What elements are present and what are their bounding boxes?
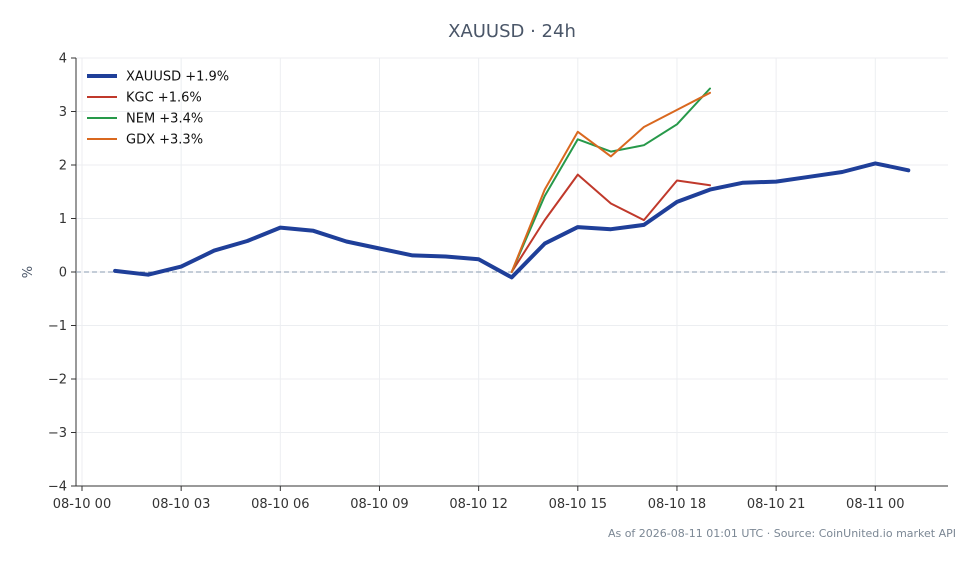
legend: XAUUSD +1.9% KGC +1.6% NEM +3.4% GDX +3.3% — [87, 70, 229, 148]
y-tick-label: 0 — [59, 266, 67, 281]
source-footer: As of 2026-08-11 01:01 UTC · Source: Coi… — [607, 527, 956, 540]
x-tick-label: 08-10 18 — [648, 497, 706, 512]
x-tick-label: 08-11 00 — [846, 497, 904, 512]
x-tick-label: 08-10 03 — [152, 497, 210, 512]
x-tick-label: 08-10 21 — [747, 497, 805, 512]
y-tick-label: 4 — [59, 52, 67, 67]
series-lines — [113, 87, 911, 280]
series-line-xauusd — [113, 161, 911, 280]
series-line-nem — [510, 87, 711, 273]
y-tick-label: −1 — [48, 319, 67, 334]
y-tick-label: 3 — [59, 105, 67, 120]
y-axis-label: % — [21, 266, 36, 278]
y-tick-label: −4 — [48, 480, 67, 495]
series-line-kgc — [510, 173, 711, 273]
legend-label: NEM +3.4% — [126, 112, 203, 127]
series-line-gdx — [510, 91, 711, 273]
x-tick-label: 08-10 00 — [53, 497, 111, 512]
x-tick-label: 08-10 06 — [251, 497, 309, 512]
legend-label: KGC +1.6% — [126, 91, 202, 106]
y-tick-label: 1 — [59, 212, 67, 227]
y-ticks: 4 3 2 1 0 −1 −2 −3 −4 — [48, 52, 76, 495]
x-ticks: 08-10 00 08-10 03 08-10 06 08-10 09 08-10 12… — [53, 486, 905, 512]
legend-label: GDX +3.3% — [126, 133, 203, 148]
y-tick-label: −2 — [48, 373, 67, 388]
x-tick-label: 08-10 09 — [350, 497, 408, 512]
y-tick-label: −3 — [48, 426, 67, 441]
x-tick-label: 08-10 15 — [549, 497, 607, 512]
chart-title: XAUUSD · 24h — [448, 21, 576, 42]
y-tick-label: 2 — [59, 159, 67, 174]
x-tick-label: 08-10 12 — [449, 497, 507, 512]
legend-label: XAUUSD +1.9% — [126, 70, 229, 85]
